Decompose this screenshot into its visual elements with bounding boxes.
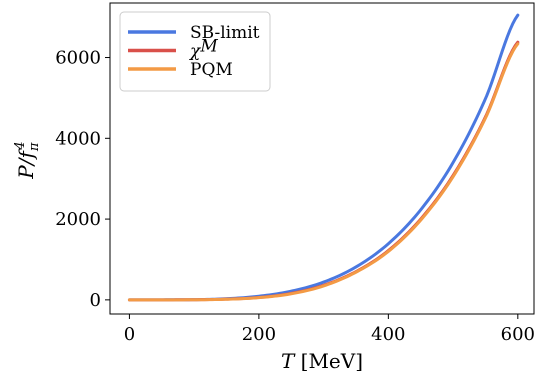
x-axis-ticks: 0 200 400 600 xyxy=(124,314,535,345)
x-axis-label: T [MeV] xyxy=(281,349,363,373)
plot-area xyxy=(127,13,520,302)
legend-entry-label: SB-limit xyxy=(190,23,260,43)
y-tick-label: 0 xyxy=(90,290,101,311)
x-tick-label: 400 xyxy=(371,324,405,345)
x-tick-label: 0 xyxy=(124,324,135,345)
y-axis-label: P/fπ4 xyxy=(13,141,42,179)
series-line xyxy=(127,42,520,302)
axes-frame xyxy=(109,2,535,315)
y-axis-ticks: 0 2000 4000 6000 xyxy=(55,48,110,311)
legend-entry-label: PQM xyxy=(190,60,233,80)
y-tick-label: 4000 xyxy=(55,128,101,149)
legend-entry-label: χM xyxy=(189,37,218,62)
x-tick-label: 600 xyxy=(501,324,535,345)
y-tick-label: 2000 xyxy=(55,209,101,230)
x-tick-label: 200 xyxy=(242,324,276,345)
y-tick-label: 6000 xyxy=(55,48,101,69)
